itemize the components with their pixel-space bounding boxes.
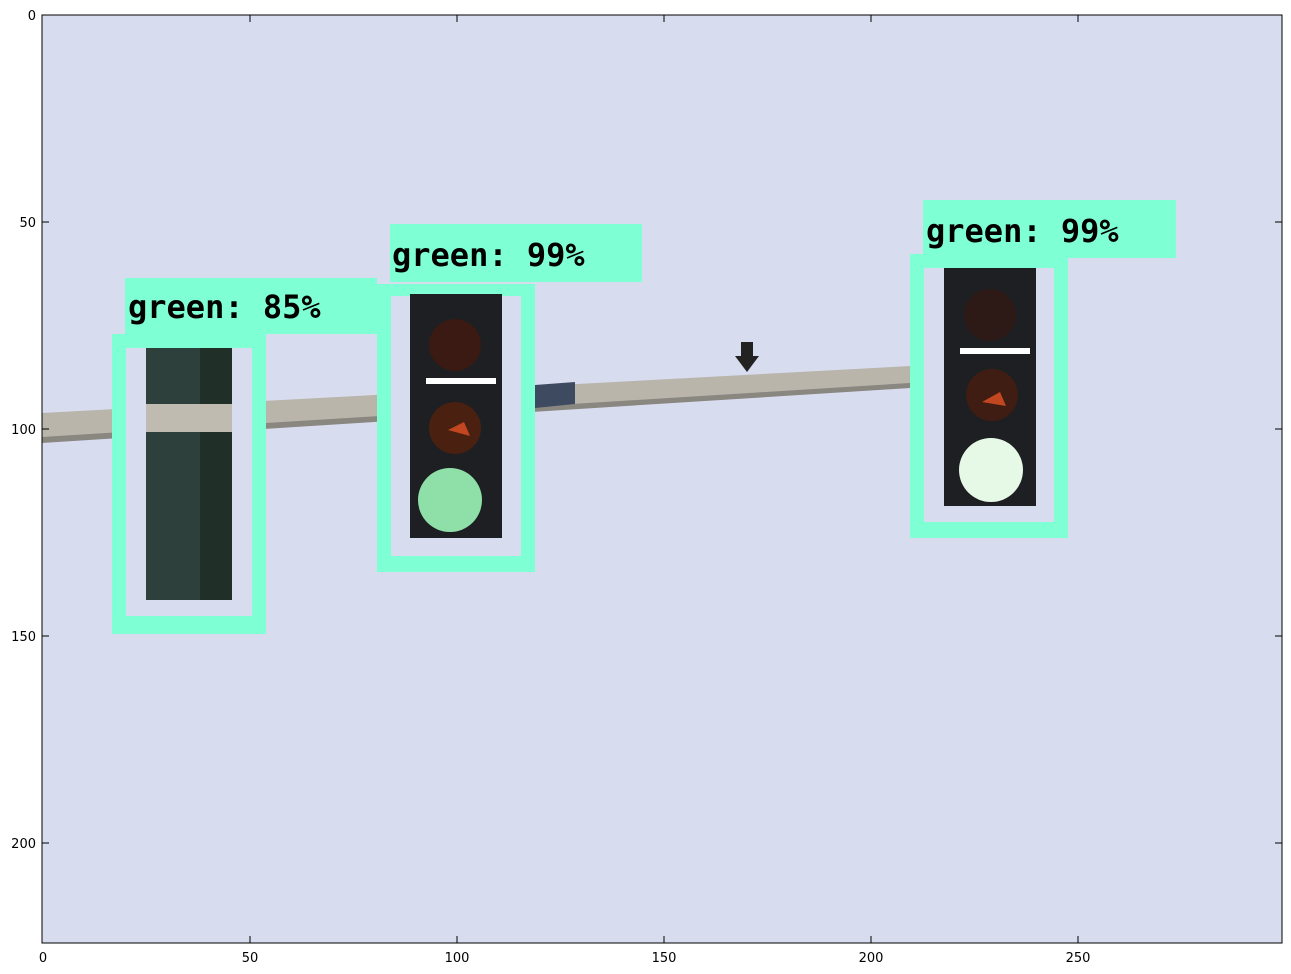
y-axis: 0 50 100 150 200	[11, 9, 1282, 852]
x-tick-label: 150	[652, 951, 677, 966]
y-tick-label: 200	[11, 837, 36, 852]
detection-label-bg	[125, 278, 377, 334]
pole-crossing	[146, 404, 232, 432]
x-tick-label: 50	[242, 951, 259, 966]
green-lamp-lit	[959, 438, 1023, 502]
pole-arrow-sign	[735, 342, 759, 372]
x-tick-label: 100	[445, 951, 470, 966]
lamp-divider	[960, 348, 1030, 354]
yellow-lamp	[966, 369, 1018, 421]
y-tick-label: 0	[28, 9, 36, 24]
green-lamp-lit	[418, 468, 482, 532]
amber-glint	[982, 392, 1006, 406]
x-tick-label: 0	[39, 951, 47, 966]
detection-label-2: green: 99%	[392, 236, 585, 274]
red-lamp	[964, 289, 1016, 341]
x-tick-label: 200	[859, 951, 884, 966]
amber-glint	[448, 422, 470, 436]
y-tick-label: 100	[11, 423, 36, 438]
pole-band	[535, 382, 575, 408]
x-tick-label: 250	[1066, 951, 1091, 966]
housing-shade	[200, 348, 232, 600]
y-tick-label: 150	[11, 630, 36, 645]
red-lamp	[429, 319, 481, 371]
detection-box-3: green: 99%	[910, 200, 1176, 538]
lamp-divider	[426, 378, 496, 384]
detection-label-bg	[923, 200, 1176, 258]
axes-frame	[41, 14, 1283, 944]
detection-box-1: green: 85%	[112, 278, 377, 634]
x-axis: 0 50 100 150 200 250	[39, 15, 1091, 966]
detection-label-bg	[390, 224, 642, 282]
y-tick-label: 50	[19, 216, 36, 231]
detection-box-2: green: 99%	[377, 224, 642, 572]
detection-label-1: green: 85%	[128, 288, 321, 326]
detection-label-3: green: 99%	[926, 212, 1119, 250]
